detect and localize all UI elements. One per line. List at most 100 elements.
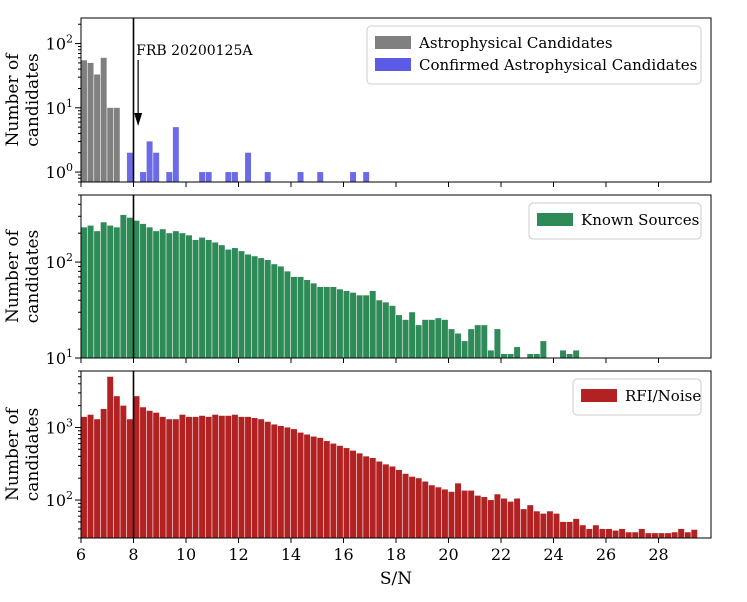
bar-rfi-noise-16 xyxy=(186,416,192,538)
y-tick-label: 102 xyxy=(46,33,73,54)
x-tick-label: 16 xyxy=(333,545,353,564)
bar-rfi-noise-83 xyxy=(625,532,632,538)
bar-rfi-noise-66 xyxy=(514,498,521,538)
bar-known-sources-12 xyxy=(159,229,166,358)
x-tick-label: 8 xyxy=(128,545,138,564)
bar-rfi-noise-60 xyxy=(474,495,481,538)
panel-astrophysical: 100 101 102 Number of candidates Astrophys… xyxy=(3,17,712,187)
bar-known-sources-25 xyxy=(245,254,252,358)
bar-rfi-noise-75 xyxy=(573,518,580,538)
bar-rfi-noise-18 xyxy=(199,415,206,538)
bar-rfi-noise-29 xyxy=(271,424,278,538)
bar-astrophysical-candidates-2 xyxy=(94,74,101,182)
bar-rfi-noise-73 xyxy=(560,521,567,538)
bar-confirmed-astrophysical-candidates-7 xyxy=(172,127,179,182)
legend-box xyxy=(572,378,702,416)
bar-known-sources-41 xyxy=(350,292,357,358)
bar-known-sources-36 xyxy=(317,286,324,358)
bar-rfi-noise-32 xyxy=(291,429,297,538)
bar-rfi-noise-90 xyxy=(671,532,678,538)
panel-0-ylabel-line1: Number of xyxy=(3,52,23,147)
panel-0-bars xyxy=(81,57,370,183)
bar-rfi-noise-15 xyxy=(179,414,186,538)
bar-rfi-noise-48 xyxy=(396,469,402,538)
bar-confirmed-astrophysical-candidates-16 xyxy=(231,172,238,182)
bar-known-sources-17 xyxy=(192,239,199,358)
bar-rfi-noise-11 xyxy=(153,412,160,538)
bar-known-sources-39 xyxy=(336,289,343,358)
bar-rfi-noise-38 xyxy=(330,443,337,538)
bar-confirmed-astrophysical-candidates-0 xyxy=(126,152,133,182)
frb-annotation: FRB 20200125A xyxy=(134,43,253,126)
panel-1-bars xyxy=(81,214,580,358)
panel-2-ylabel-line2: candidates xyxy=(23,408,43,502)
bar-confirmed-astrophysical-candidates-4 xyxy=(153,152,160,182)
legend-label: Known Sources xyxy=(581,211,699,229)
bar-astrophysical-candidates-5 xyxy=(113,107,120,182)
bar-rfi-noise-70 xyxy=(540,513,547,538)
bar-rfi-noise-13 xyxy=(166,419,173,538)
panel-0-ylabel-line2: candidates xyxy=(23,53,43,147)
bar-known-sources-60 xyxy=(474,325,481,358)
bar-rfi-noise-5 xyxy=(113,396,120,538)
bar-rfi-noise-31 xyxy=(284,427,291,538)
bar-rfi-noise-0 xyxy=(81,416,87,538)
bar-rfi-noise-17 xyxy=(192,416,199,538)
bar-known-sources-54 xyxy=(435,318,442,358)
bar-known-sources-47 xyxy=(389,305,396,358)
bar-confirmed-astrophysical-candidates-2 xyxy=(140,172,147,182)
bar-rfi-noise-37 xyxy=(323,441,330,538)
bar-known-sources-14 xyxy=(172,231,179,358)
bar-rfi-noise-85 xyxy=(638,528,645,538)
bar-known-sources-73 xyxy=(560,350,567,358)
bar-known-sources-8 xyxy=(133,220,140,358)
panel-known-sources: 101 102 Number of candidates Known Source… xyxy=(3,194,712,368)
bar-known-sources-75 xyxy=(573,350,580,358)
bar-confirmed-astrophysical-candidates-21 xyxy=(264,172,271,182)
bar-known-sources-50 xyxy=(409,312,416,358)
bar-known-sources-22 xyxy=(225,249,232,358)
bar-known-sources-64 xyxy=(501,354,507,358)
bar-rfi-noise-9 xyxy=(140,407,147,538)
panel-1-legend: Known Sources xyxy=(528,202,702,240)
panel-0-legend: Astrophysical Candidates Confirmed Astrop… xyxy=(366,25,702,85)
panel-2-ylabel-line1: Number of xyxy=(3,406,23,501)
bar-rfi-noise-79 xyxy=(599,528,606,538)
panel-1-xticks xyxy=(80,358,659,363)
bar-rfi-noise-68 xyxy=(527,505,534,538)
y-tick-label: 102 xyxy=(46,251,73,272)
panel-2-xticks: 6 8 10 12 14 16 18 20 22 24 26 28 xyxy=(76,538,669,564)
bar-rfi-noise-2 xyxy=(94,419,101,538)
bar-known-sources-43 xyxy=(363,295,370,358)
bar-rfi-noise-87 xyxy=(651,533,658,538)
bar-rfi-noise-84 xyxy=(632,532,639,538)
bar-rfi-noise-78 xyxy=(592,525,599,538)
bar-known-sources-56 xyxy=(448,329,455,358)
bar-known-sources-66 xyxy=(514,347,521,358)
y-tick-label: 102 xyxy=(46,489,73,510)
bar-rfi-noise-19 xyxy=(205,416,212,538)
bar-rfi-noise-65 xyxy=(507,501,514,538)
bar-rfi-noise-8 xyxy=(133,396,140,538)
bar-known-sources-40 xyxy=(343,290,350,358)
bar-known-sources-57 xyxy=(455,333,462,358)
bar-known-sources-5 xyxy=(113,227,120,358)
bar-known-sources-46 xyxy=(382,302,389,358)
legend-swatch xyxy=(375,36,411,49)
bar-known-sources-23 xyxy=(231,248,238,358)
panel-1-ylabel-line1: Number of xyxy=(3,228,23,323)
bar-known-sources-0 xyxy=(81,227,87,358)
bar-rfi-noise-61 xyxy=(481,497,488,538)
bar-known-sources-58 xyxy=(461,341,468,358)
bar-known-sources-65 xyxy=(507,354,514,358)
bar-known-sources-20 xyxy=(212,242,219,358)
bar-known-sources-70 xyxy=(540,341,547,358)
bar-known-sources-9 xyxy=(140,223,147,358)
bar-rfi-noise-33 xyxy=(297,432,304,538)
bar-known-sources-4 xyxy=(107,225,114,358)
bar-known-sources-33 xyxy=(297,276,304,358)
bar-rfi-noise-34 xyxy=(304,434,311,538)
bar-rfi-noise-6 xyxy=(120,405,127,538)
